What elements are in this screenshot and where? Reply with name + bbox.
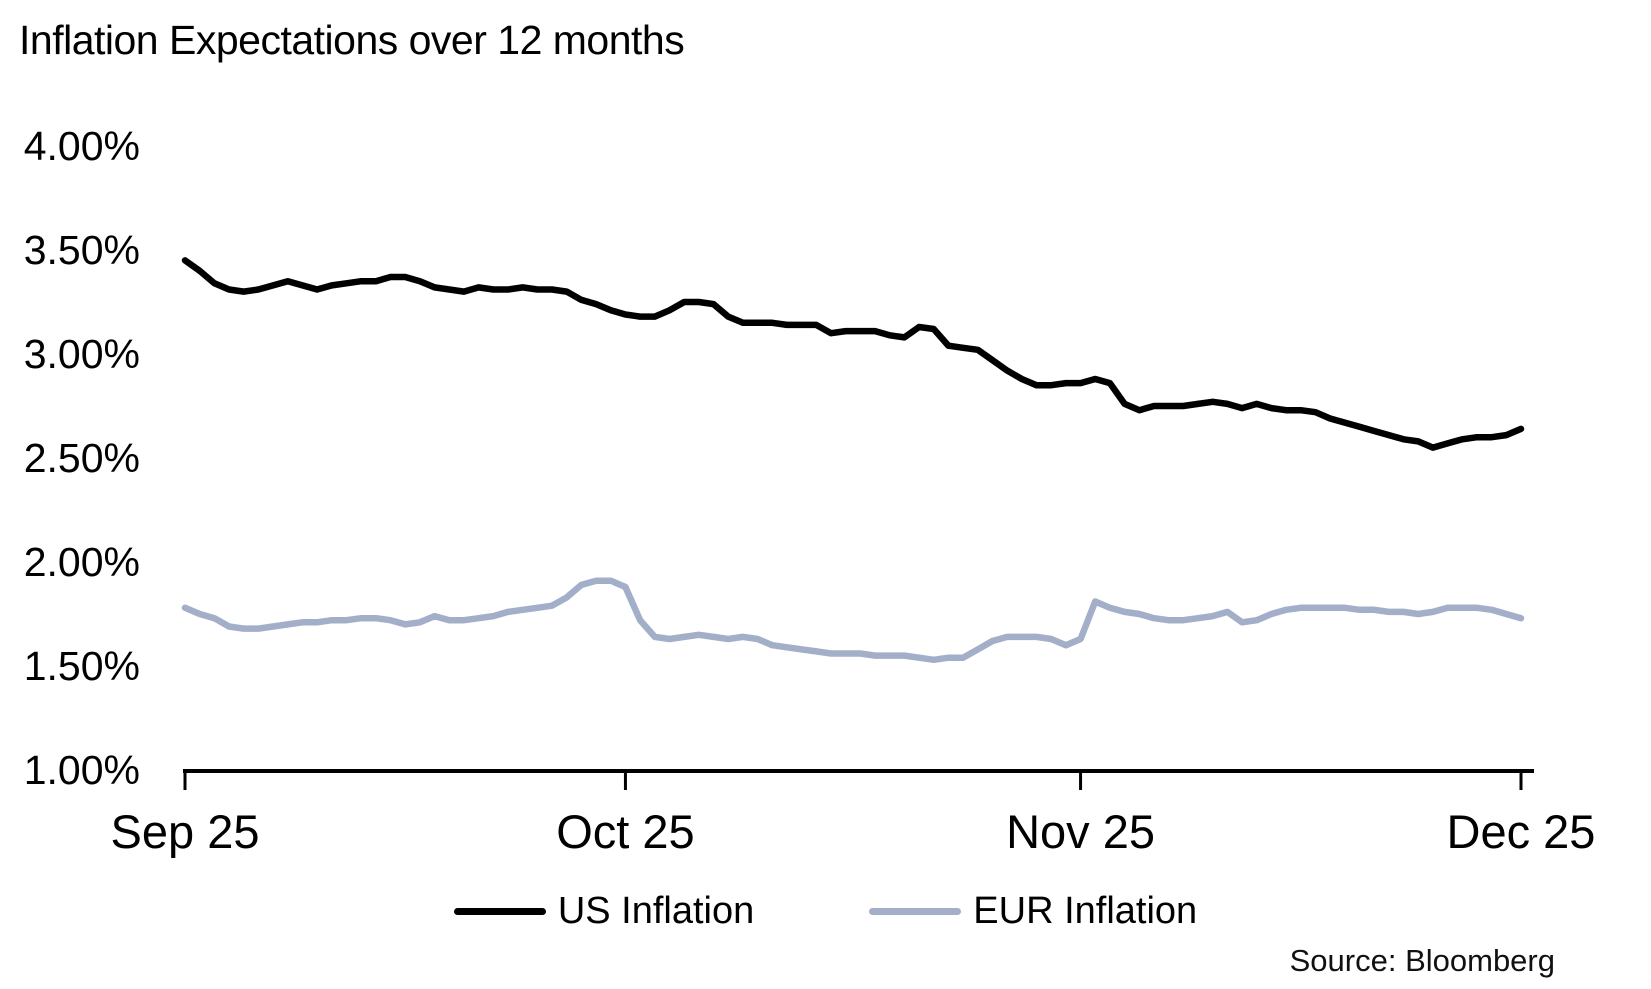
legend-item-eur-inflation: EUR Inflation [869, 888, 1197, 934]
us-line-swatch-icon [453, 907, 546, 915]
legend-label-us: US Inflation [557, 890, 755, 932]
y-tick-label: 3.00% [23, 331, 140, 377]
x-tick-label: Sep 25 [110, 805, 260, 858]
y-tick-label: 1.00% [23, 747, 140, 793]
legend-item-us-inflation: US Inflation [453, 888, 755, 934]
y-tick-label: 4.00% [23, 123, 140, 169]
x-tick-label: Dec 25 [1446, 805, 1596, 858]
x-tick-label: Nov 25 [1006, 805, 1155, 858]
series-line-eur-inflation [181, 577, 1525, 664]
eur-line-swatch-icon [869, 907, 962, 915]
legend-label-eur: EUR Inflation [973, 890, 1198, 932]
chart-title: Inflation Expectations over 12 months [19, 17, 685, 63]
series-line-us-inflation [181, 257, 1525, 451]
legend: US Inflation EUR Inflation [0, 888, 1651, 934]
y-tick-label: 3.50% [23, 227, 140, 273]
y-tick-label: 2.50% [23, 435, 140, 481]
y-tick-label: 1.50% [23, 643, 140, 689]
y-tick-label: 2.00% [23, 539, 140, 585]
source-note: Source: Bloomberg [1289, 943, 1555, 978]
x-tick-label: Oct 25 [556, 805, 695, 858]
